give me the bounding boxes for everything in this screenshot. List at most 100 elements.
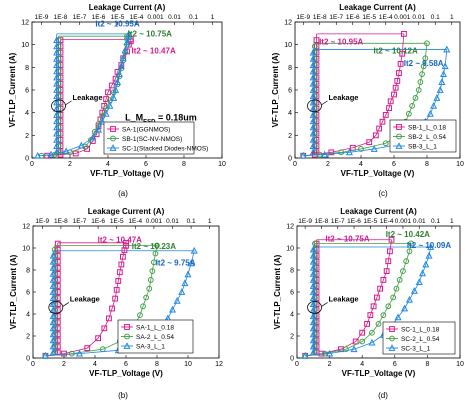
leakage-marker xyxy=(54,277,61,283)
leakage-marker xyxy=(49,251,57,259)
data-point xyxy=(338,149,345,156)
leakage-marker xyxy=(49,282,57,289)
data-point xyxy=(433,94,441,101)
leakage-marker xyxy=(49,330,57,338)
it2-annotation: It2 ~ 10.42A xyxy=(386,230,430,239)
leakage-marker xyxy=(51,246,58,253)
data-point xyxy=(436,86,444,93)
legend-entry: SB-2_L_0.54 xyxy=(408,134,446,141)
data-point xyxy=(385,303,392,310)
it2-annotation: It2 ~ 10.47A xyxy=(131,47,175,56)
data-point xyxy=(152,250,159,257)
data-point xyxy=(420,63,427,70)
y-tick-label: 8 xyxy=(288,65,292,72)
data-point xyxy=(301,351,309,359)
it2-annotation: It2 ~ 10.23A xyxy=(132,242,176,251)
top-tick-label: 0.1 xyxy=(187,218,196,225)
top-tick-label: 1E-7 xyxy=(329,14,343,21)
data-point xyxy=(359,338,366,345)
leakage-marker xyxy=(49,288,57,295)
data-point xyxy=(123,239,129,246)
legend-entry: SC-3_L_1 xyxy=(401,346,431,353)
figure-caption: (c) xyxy=(378,189,388,198)
data-point xyxy=(119,54,127,62)
data-point xyxy=(41,351,49,359)
data-point xyxy=(376,125,383,132)
data-point xyxy=(366,139,373,146)
data-point xyxy=(123,242,129,249)
data-point xyxy=(367,312,374,319)
top-axis-title: Leakage Current (A) xyxy=(339,3,416,12)
y-tick-label: 4 xyxy=(26,312,30,319)
leakage-marker xyxy=(54,283,61,289)
leakage-marker xyxy=(309,330,317,338)
data-point xyxy=(75,349,84,357)
y-tick-label: 2 xyxy=(26,334,30,341)
x-tick-label: 4 xyxy=(106,161,110,168)
data-point xyxy=(113,78,122,85)
leakage-marker xyxy=(54,289,61,295)
leakage-marker xyxy=(309,288,317,295)
top-tick-label: 1E-6 xyxy=(346,14,360,21)
leakage-marker xyxy=(49,300,57,307)
leakage-marker xyxy=(309,67,317,75)
data-point xyxy=(106,315,112,322)
it2-annotation: It2 ~ 10.09A xyxy=(407,241,451,250)
x-tick-label: 8 xyxy=(425,361,429,368)
leakage-marker xyxy=(53,67,61,75)
data-point xyxy=(387,248,393,255)
data-point xyxy=(370,303,377,310)
data-point xyxy=(388,236,395,243)
data-point xyxy=(370,145,378,152)
legend-swatch-marker xyxy=(395,142,403,149)
leakage-marker xyxy=(49,263,57,271)
legend-entry: SC-1_L_0.18 xyxy=(401,327,440,334)
data-point xyxy=(149,268,156,275)
leakage-marker xyxy=(54,264,61,271)
x-tick-label: 2 xyxy=(326,161,330,168)
top-tick-label: 1E-6 xyxy=(92,14,106,21)
legend: SA-1(GGNMOS) SB-1(SC-NV-NMOS) SC-1(Stacked… xyxy=(103,121,208,155)
top-tick-label: 1E-9 xyxy=(35,218,49,225)
leakage-marker xyxy=(309,142,317,149)
leakage-marker xyxy=(53,111,61,118)
data-point xyxy=(299,151,307,159)
legend-entry: SB-1(SC-NV-NMOS) xyxy=(122,136,182,143)
leakage-marker xyxy=(309,312,317,320)
x-axis-title: VF-TLP_Voltage (V) xyxy=(90,169,164,178)
figure-caption: (d) xyxy=(378,391,388,400)
data-point xyxy=(143,294,150,301)
y-tick-label: 4 xyxy=(25,110,29,117)
leakage-marker xyxy=(309,48,317,56)
data-point xyxy=(439,70,448,78)
leakage-marker xyxy=(54,246,61,253)
data-point xyxy=(382,140,389,147)
chart-panel-a: 0 2 4 6 8 10 0 2 4 6 8 10 12 1E-9 1E-8 1E-7 1E-6 1E-5 1E-4… xyxy=(8,3,226,198)
leakage-marker xyxy=(53,98,61,106)
x-tick-label: 0 xyxy=(293,161,297,168)
legend-entry: SA-1_L_0.18 xyxy=(136,325,174,332)
data-point xyxy=(95,335,101,342)
top-tick-label: 1 xyxy=(211,14,215,21)
leakage-marker xyxy=(53,48,61,56)
data-point xyxy=(154,242,160,249)
data-point xyxy=(364,321,370,327)
data-point xyxy=(113,286,120,293)
y-tick-label: 6 xyxy=(25,88,29,95)
leakage-label: Leakage xyxy=(73,93,103,102)
it2-annotation: It2 ~ 10.47A xyxy=(98,236,142,245)
data-point xyxy=(373,294,380,301)
data-point xyxy=(369,329,375,336)
data-point xyxy=(350,345,358,353)
leakage-marker xyxy=(53,92,61,100)
data-point xyxy=(443,45,451,53)
legend: SC-1_L_0.18 SC-2_L_0.54 SC-3_L_1 xyxy=(382,321,456,355)
leakage-ellipse xyxy=(307,99,322,113)
legend-entry: SC-2_L_0.54 xyxy=(401,336,440,343)
data-point xyxy=(121,46,129,54)
data-point xyxy=(409,102,416,109)
data-point xyxy=(118,261,125,268)
y-axis-title: VF-TLP_Current (A) xyxy=(271,52,280,127)
top-tick-label: 1E-8 xyxy=(54,218,68,225)
leakage-marker xyxy=(54,337,61,344)
